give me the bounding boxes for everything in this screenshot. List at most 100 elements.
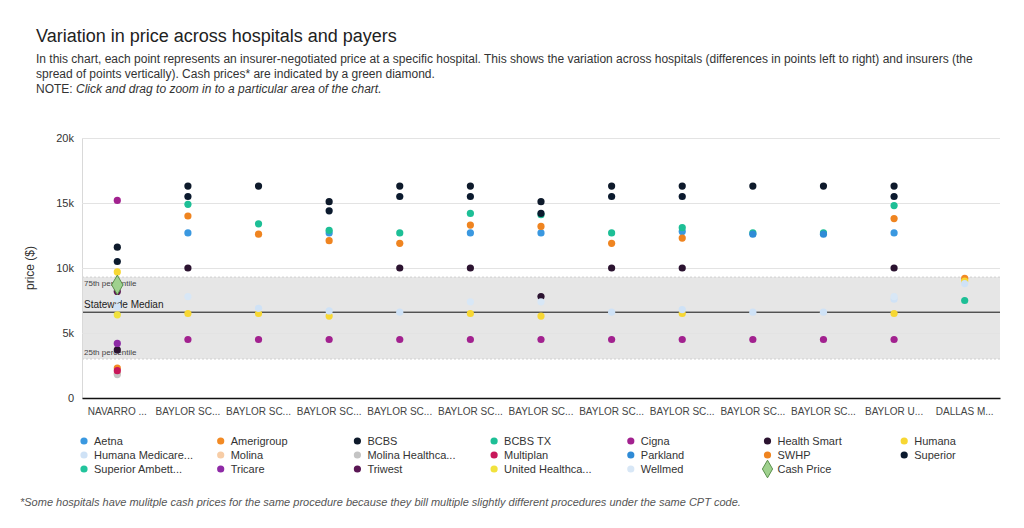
y-tick: 5k <box>62 327 1000 339</box>
x-tick-label: BAYLOR SC... <box>226 406 291 417</box>
legend-item: Wellmed <box>627 463 683 475</box>
y-tick-label: 10k <box>56 262 74 274</box>
legend-label: Molina Healthca... <box>367 449 455 461</box>
data-point <box>890 202 897 209</box>
data-point <box>679 264 686 271</box>
data-point <box>890 310 897 317</box>
note-text: Click and drag to zoom in to a particula… <box>76 82 382 96</box>
data-point <box>114 303 121 310</box>
legend-label: Superior <box>914 449 956 461</box>
legend-label: Amerigroup <box>231 435 288 447</box>
legend-label: United Healthca... <box>504 463 591 475</box>
legend-label: Humana <box>914 435 956 447</box>
data-point <box>537 229 544 236</box>
data-point <box>396 229 403 236</box>
x-tick: BAYLOR SC... <box>509 398 574 417</box>
legend-marker <box>217 451 224 458</box>
legend-label: Cigna <box>641 435 671 447</box>
footnote: *Some hospitals have mulitple cash price… <box>20 496 741 508</box>
legend-item: Humana <box>901 435 957 447</box>
data-point <box>608 183 615 190</box>
legend-label: Multiplan <box>504 449 548 461</box>
y-axis: 05k10k15k20k <box>56 132 1000 404</box>
legend-marker <box>217 437 224 444</box>
legend-marker <box>354 451 361 458</box>
data-point <box>749 183 756 190</box>
legend-marker <box>80 451 87 458</box>
data-point <box>467 183 474 190</box>
data-point <box>890 183 897 190</box>
data-point <box>537 198 544 205</box>
data-point <box>184 264 191 271</box>
title: Variation in price across hospitals and … <box>36 26 397 47</box>
median-label: Statewide Median <box>84 299 164 310</box>
reference-group <box>82 277 1000 359</box>
legend-item: Humana Medicare... <box>80 449 193 461</box>
legend-item: Cash Price <box>762 460 831 478</box>
legend-item: United Healthca... <box>491 463 592 475</box>
y-tick-label: 5k <box>62 327 74 339</box>
data-point <box>749 309 756 316</box>
data-point <box>467 193 474 200</box>
data-point <box>184 201 191 208</box>
data-point <box>749 336 756 343</box>
data-point <box>820 183 827 190</box>
y-axis-line <box>83 139 1001 399</box>
data-point <box>326 198 333 205</box>
data-point <box>467 310 474 317</box>
x-tick-label: NAVARRO ... <box>88 406 147 417</box>
data-point <box>255 231 262 238</box>
y-tick: 10k <box>56 262 1000 274</box>
legend-marker <box>491 465 498 472</box>
data-point <box>255 220 262 227</box>
data-point <box>255 183 262 190</box>
legend-label: Superior Ambett... <box>94 463 182 475</box>
data-point <box>184 183 191 190</box>
data-point <box>114 367 121 374</box>
legend-marker <box>764 437 771 444</box>
data-point <box>608 193 615 200</box>
legend-marker <box>764 451 771 458</box>
x-tick: BAYLOR SC... <box>226 398 291 417</box>
data-point <box>326 237 333 244</box>
data-point <box>184 310 191 317</box>
data-point <box>820 309 827 316</box>
legend-marker <box>491 451 498 458</box>
x-tick: BAYLOR SC... <box>791 398 856 417</box>
data-point <box>890 193 897 200</box>
x-tick-label: BAYLOR SC... <box>297 406 362 417</box>
band-upper-label: 75th percentile <box>84 279 137 288</box>
data-point <box>396 183 403 190</box>
legend-marker <box>217 465 224 472</box>
x-axis-line <box>83 398 1001 400</box>
data-point <box>608 240 615 247</box>
legend-label: Molina <box>231 449 264 461</box>
data-point <box>467 222 474 229</box>
data-point <box>467 298 474 305</box>
data-point <box>467 210 474 217</box>
legend-item: BCBS TX <box>491 435 552 447</box>
data-point <box>537 210 544 217</box>
legend-label: Cash Price <box>778 463 832 475</box>
data-point <box>114 197 121 204</box>
data-point <box>184 212 191 219</box>
data-point <box>679 224 686 231</box>
legend-marker <box>901 451 908 458</box>
x-tick-label: BAYLOR SC... <box>720 406 785 417</box>
legend-item: Health Smart <box>764 435 842 447</box>
y-tick-label: 0 <box>68 392 74 404</box>
band-upper-edge <box>82 277 1000 278</box>
x-tick: BAYLOR SC... <box>367 398 432 417</box>
data-point <box>608 336 615 343</box>
chart: 05k10k15k20kStatewide Median75th percent… <box>0 0 1024 528</box>
data-point <box>679 183 686 190</box>
data-point <box>114 346 121 353</box>
data-point <box>114 340 121 347</box>
legend-marker <box>762 460 772 478</box>
data-point <box>749 231 756 238</box>
legend-marker <box>901 437 908 444</box>
legend-item: Amerigroup <box>217 435 287 447</box>
legend: AetnaAmerigroupBCBSBCBS TXCignaHealth Sm… <box>80 435 956 478</box>
data-point <box>820 336 827 343</box>
data-point <box>961 280 968 287</box>
